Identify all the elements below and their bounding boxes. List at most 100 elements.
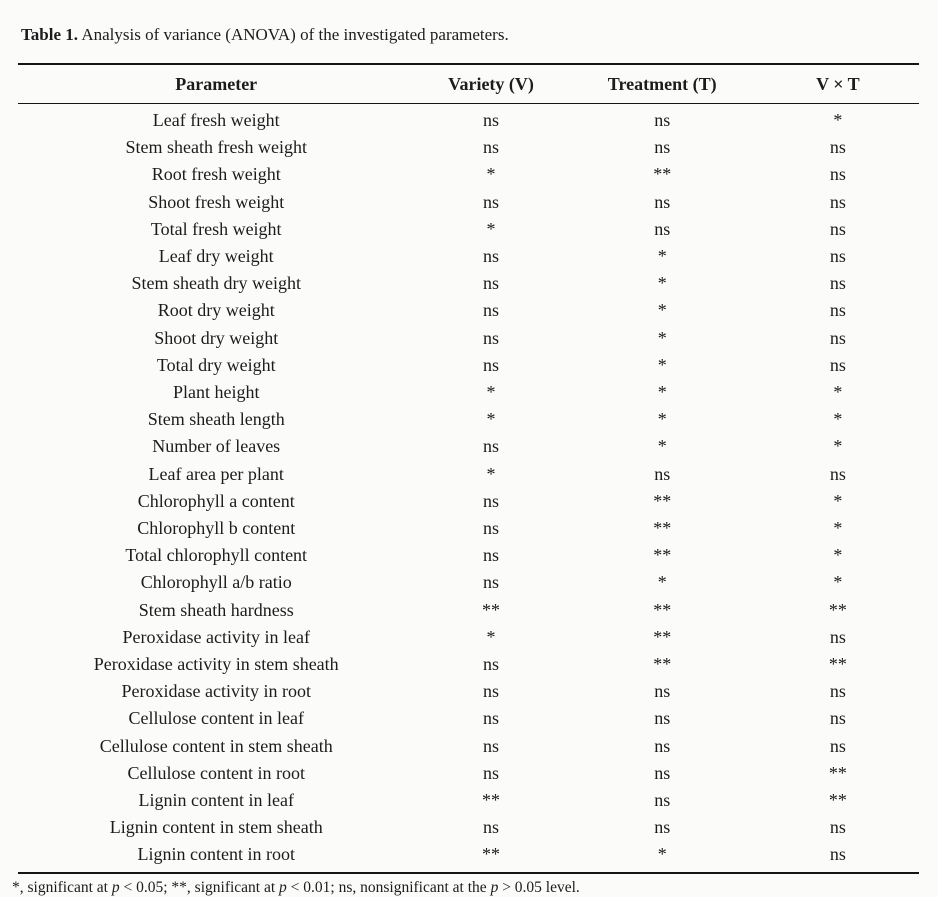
cell-treatment: ns — [654, 191, 671, 212]
cell-treatment: ns — [654, 218, 671, 239]
cell-vxt: ns — [829, 626, 846, 647]
cell-variety: ns — [483, 654, 500, 675]
table-row: Number of leaves ns * * — [18, 433, 919, 460]
table-row: Shoot fresh weight ns ns ns — [18, 189, 919, 216]
cell-parameter: Chlorophyll a/b ratio — [140, 572, 292, 593]
cell-treatment: * — [657, 382, 667, 403]
cell-treatment: ns — [654, 817, 671, 838]
table-row: Cellulose content in stem sheath ns ns ns — [18, 733, 919, 760]
cell-treatment: * — [657, 246, 667, 267]
cell-vxt: ns — [829, 273, 846, 294]
cell-parameter: Chlorophyll b content — [137, 518, 296, 539]
cell-parameter: Peroxidase activity in leaf — [122, 626, 310, 647]
table-row: Lignin content in leaf ** ns ** — [18, 787, 919, 814]
cell-variety: ns — [483, 246, 500, 267]
cell-parameter: Stem sheath hardness — [138, 599, 294, 620]
cell-vxt: ns — [829, 137, 846, 158]
table-body: Leaf fresh weight ns ns * Stem sheath fresh … — [18, 104, 919, 873]
footnote-text: < 0.05; **, significant at — [119, 878, 280, 896]
cell-variety: ns — [483, 572, 500, 593]
cell-parameter: Peroxidase activity in stem sheath — [93, 654, 339, 675]
cell-parameter: Total fresh weight — [150, 218, 282, 239]
footnote-text: *, significant at — [12, 878, 112, 896]
anova-table: Parameter Variety (V) Treatment (T) V × … — [18, 63, 919, 874]
cell-parameter: Cellulose content in stem sheath — [99, 735, 333, 756]
cell-vxt: ** — [828, 762, 847, 783]
table-row: Leaf area per plant * ns ns — [18, 461, 919, 488]
cell-treatment: ** — [653, 599, 672, 620]
cell-parameter: Root fresh weight — [151, 164, 281, 185]
cell-vxt: ns — [829, 463, 846, 484]
table-caption-label: Table 1. — [21, 25, 79, 44]
cell-treatment: ** — [653, 654, 672, 675]
table-row: Root dry weight ns * ns — [18, 297, 919, 324]
cell-variety: * — [486, 382, 496, 403]
cell-vxt: * — [833, 490, 843, 511]
table-caption-text: Analysis of variance (ANOVA) of the inve… — [78, 25, 509, 44]
cell-parameter: Lignin content in root — [137, 844, 295, 865]
cell-parameter: Total dry weight — [156, 354, 276, 375]
cell-variety: ns — [483, 490, 500, 511]
table-row: Root fresh weight * ** ns — [18, 161, 919, 188]
cell-parameter: Stem sheath dry weight — [131, 273, 301, 294]
table-row: Lignin content in stem sheath ns ns ns — [18, 814, 919, 841]
cell-treatment: ns — [654, 110, 671, 130]
cell-vxt: * — [833, 545, 843, 566]
cell-vxt: ns — [829, 218, 846, 239]
cell-treatment: * — [657, 354, 667, 375]
table-row: Peroxidase activity in leaf * ** ns — [18, 624, 919, 651]
table-row: Cellulose content in leaf ns ns ns — [18, 705, 919, 732]
cell-treatment: * — [657, 327, 667, 348]
cell-vxt: ** — [828, 790, 847, 811]
cell-vxt: ns — [829, 735, 846, 756]
cell-parameter: Leaf fresh weight — [152, 110, 280, 130]
table-row: Plant height * * * — [18, 379, 919, 406]
cell-variety: ns — [483, 354, 500, 375]
cell-vxt: * — [833, 110, 843, 130]
cell-vxt: ns — [829, 327, 846, 348]
cell-variety: ns — [483, 300, 500, 321]
table-row: Stem sheath fresh weight ns ns ns — [18, 134, 919, 161]
cell-vxt: * — [833, 572, 843, 593]
cell-parameter: Shoot dry weight — [154, 327, 279, 348]
cell-variety: * — [486, 164, 496, 185]
cell-vxt: * — [833, 436, 843, 457]
cell-vxt: ns — [829, 844, 846, 865]
cell-parameter: Total chlorophyll content — [125, 545, 308, 566]
cell-parameter: Lignin content in stem sheath — [109, 817, 323, 838]
cell-vxt: ns — [829, 191, 846, 212]
table-row: Cellulose content in root ns ns ** — [18, 760, 919, 787]
cell-variety: ns — [483, 327, 500, 348]
table-row: Total chlorophyll content ns ** * — [18, 542, 919, 569]
cell-variety: ns — [483, 110, 500, 130]
cell-treatment: ns — [654, 790, 671, 811]
cell-variety: * — [486, 409, 496, 430]
cell-treatment: ** — [653, 490, 672, 511]
paper-page: Table 1. Analysis of variance (ANOVA) of… — [0, 17, 938, 896]
cell-variety: ns — [483, 273, 500, 294]
table-row: Chlorophyll a/b ratio ns * * — [18, 569, 919, 596]
cell-vxt: ns — [829, 164, 846, 185]
table-row: Leaf dry weight ns * ns — [18, 243, 919, 270]
col-header-treatment: Treatment (T) — [567, 64, 757, 104]
cell-treatment: ** — [653, 164, 672, 185]
col-header-variety: Variety (V) — [414, 64, 568, 104]
table-caption: Table 1. Analysis of variance (ANOVA) of… — [0, 17, 938, 46]
cell-parameter: Peroxidase activity in root — [121, 681, 311, 702]
cell-treatment: ** — [653, 545, 672, 566]
cell-treatment: ns — [654, 762, 671, 783]
cell-vxt: ns — [829, 681, 846, 702]
cell-vxt: * — [833, 409, 843, 430]
table-row: Stem sheath length * * * — [18, 406, 919, 433]
col-header-vxt: V × T — [756, 64, 919, 104]
table-row: Peroxidase activity in root ns ns ns — [18, 678, 919, 705]
table-row: Lignin content in root ** * ns — [18, 841, 919, 872]
cell-treatment: * — [657, 273, 667, 294]
cell-treatment: ns — [654, 137, 671, 158]
cell-variety: ns — [483, 137, 500, 158]
col-header-parameter: Parameter — [18, 64, 415, 104]
cell-variety: * — [486, 463, 496, 484]
cell-parameter: Root dry weight — [157, 300, 275, 321]
cell-variety: ns — [483, 681, 500, 702]
footnote-text: < 0.01; ns, nonsignificant at the — [286, 878, 491, 896]
